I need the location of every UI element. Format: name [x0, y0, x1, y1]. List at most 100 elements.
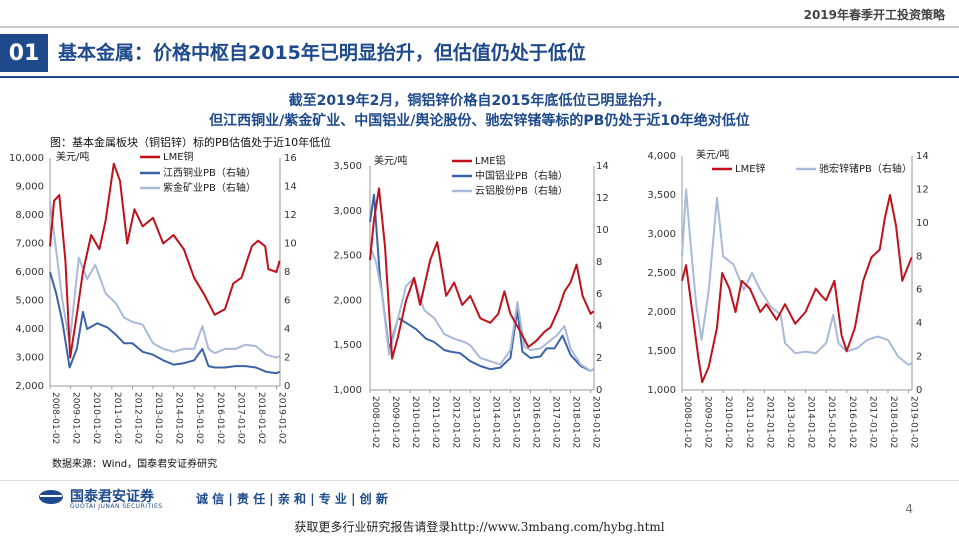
header-divider [0, 26, 959, 28]
x-tick-label: 2010-01-02 [91, 392, 101, 444]
series-line-2 [681, 188, 913, 366]
x-tick-label: 2010-01-02 [410, 396, 420, 448]
report-title: 2019年春季开工投资策略 [803, 8, 945, 22]
y-tick-label-right: 14 [596, 161, 609, 172]
y-tick-label-right: 10 [284, 239, 297, 250]
section-divider [0, 76, 959, 78]
x-tick-label: 2018-01-02 [256, 392, 266, 444]
y-tick-label-left: 10,000 [9, 153, 44, 164]
y-tick-label-right: 4 [596, 321, 602, 332]
x-tick-label: 2018-01-02 [571, 396, 581, 448]
left-axis-unit: 美元/吨 [56, 150, 89, 163]
y-tick-label-left: 2,500 [333, 251, 362, 262]
y-tick-label-right: 10 [916, 218, 929, 229]
y-tick-label-left: 3,000 [15, 353, 44, 364]
x-tick-label: 2012-01-02 [764, 396, 774, 448]
x-tick-label: 2016-01-02 [847, 396, 857, 448]
x-tick-label: 2016-01-02 [530, 396, 540, 448]
y-tick-label-right: 8 [284, 267, 290, 278]
x-tick-label: 2011-01-02 [430, 396, 440, 448]
footer-link[interactable]: 获取更多行业研究报告请登录http://www.3mbang.com/hybg.… [294, 520, 665, 534]
y-tick-label-right: 12 [284, 210, 297, 221]
company-slogan: 诚 信 | 责 任 | 亲 和 | 专 业 | 创 新 [196, 492, 388, 506]
y-tick-label-left: 1,000 [647, 385, 676, 396]
x-tick-label: 2015-01-02 [510, 396, 520, 448]
x-tick-label: 2008-01-02 [50, 392, 60, 444]
series-line-1 [681, 194, 913, 384]
y-tick-label-left: 2,000 [15, 381, 44, 392]
x-tick-label: 2018-01-02 [888, 396, 898, 448]
x-tick-label: 2012-01-02 [450, 396, 460, 448]
company-name-en: GUOTAI JUNAN SECURITIES [70, 503, 163, 510]
x-tick-label: 2011-01-02 [112, 392, 122, 444]
y-tick-label-right: 6 [596, 289, 602, 300]
y-tick-label-left: 3,500 [333, 161, 362, 172]
y-tick-label-right: 0 [916, 385, 922, 396]
y-tick-label-right: 12 [916, 184, 929, 195]
y-tick-label-left: 1,500 [647, 346, 676, 357]
y-tick-label-right: 2 [284, 353, 290, 364]
x-tick-label: 2014-01-02 [174, 392, 184, 444]
x-tick-label: 2010-01-02 [723, 396, 733, 448]
x-tick-label: 2019-01-02 [591, 396, 601, 448]
legend-label: LME铜 [163, 151, 194, 163]
y-tick-label-right: 8 [596, 257, 602, 268]
footer-divider [0, 480, 959, 481]
legend-label: LME锌 [735, 162, 766, 175]
x-tick-label: 2016-01-02 [215, 392, 225, 444]
y-tick-label-right: 8 [916, 251, 922, 262]
source-note: 数据来源：Wind，国泰君安证券研究 [52, 459, 218, 470]
company-logo-icon [39, 490, 63, 504]
series-line-3 [49, 200, 281, 359]
series-line-3 [369, 245, 595, 372]
legend-label: 云铝股份PB（右轴） [475, 184, 568, 197]
y-tick-label-left: 8,000 [15, 210, 44, 221]
y-tick-label-right: 14 [916, 151, 929, 162]
x-tick-label: 2019-01-02 [909, 396, 919, 448]
y-tick-label-left: 1,000 [333, 385, 362, 396]
x-tick-label: 2019-01-02 [277, 392, 287, 444]
series-line-2 [49, 271, 281, 375]
y-tick-label-left: 2,000 [333, 295, 362, 306]
y-tick-label-left: 9,000 [15, 182, 44, 193]
section-title: 基本金属：价格中枢自2015年已明显抬升，但估值仍处于低位 [58, 42, 586, 64]
series-line-1 [369, 187, 595, 360]
legend-label: LME铝 [475, 155, 506, 167]
x-tick-label: 2013-01-02 [785, 396, 795, 448]
series-line-2 [369, 193, 595, 372]
x-tick-label: 2015-01-02 [826, 396, 836, 448]
x-tick-label: 2015-01-02 [194, 392, 204, 444]
y-tick-label-right: 12 [596, 193, 609, 204]
x-tick-label: 2013-01-02 [153, 392, 163, 444]
y-tick-label-right: 4 [916, 318, 922, 329]
x-tick-label: 2009-01-02 [703, 396, 713, 448]
y-tick-label-right: 4 [284, 324, 290, 335]
headline-line-1: 截至2019年2月，铜铝锌价格自2015年底低位已明显抬升， [288, 93, 671, 109]
y-tick-label-left: 2,500 [647, 268, 676, 279]
y-tick-label-left: 3,500 [647, 190, 676, 201]
x-tick-label: 2014-01-02 [806, 396, 816, 448]
copper-chart: 2,000 3,000 4,000 5,000 6,000 7,000 8,000 9,000… [9, 150, 297, 444]
company-name: 国泰君安证券 [70, 489, 154, 505]
y-tick-label-right: 6 [916, 285, 922, 296]
y-tick-label-right: 16 [284, 153, 297, 164]
y-tick-label-right: 2 [596, 353, 602, 364]
legend-label: 江西铜业PB（右轴） [163, 166, 256, 179]
y-tick-label-right: 10 [596, 225, 609, 236]
x-tick-label: 2011-01-02 [744, 396, 754, 448]
x-tick-label: 2008-01-02 [370, 396, 380, 448]
x-tick-label: 2008-01-02 [682, 396, 692, 448]
y-tick-label-left: 7,000 [15, 239, 44, 250]
left-axis-unit: 美元/吨 [696, 148, 729, 161]
section-number: 01 [0, 34, 48, 72]
x-tick-label: 2017-01-02 [867, 396, 877, 448]
y-tick-label-right: 2 [916, 352, 922, 363]
page-number: 4 [905, 502, 913, 516]
x-tick-label: 2012-01-02 [132, 392, 142, 444]
left-axis-unit: 美元/吨 [374, 154, 407, 167]
zinc-chart: 1,000 1,500 2,000 2,500 3,000 3,500 4,000 0 2 4 6 8… [647, 148, 929, 448]
x-tick-label: 2009-01-02 [71, 392, 81, 444]
legend-label: 中国铝业PB（右轴） [475, 169, 568, 182]
x-tick-label: 2014-01-02 [490, 396, 500, 448]
y-tick-label-left: 5,000 [15, 296, 44, 307]
